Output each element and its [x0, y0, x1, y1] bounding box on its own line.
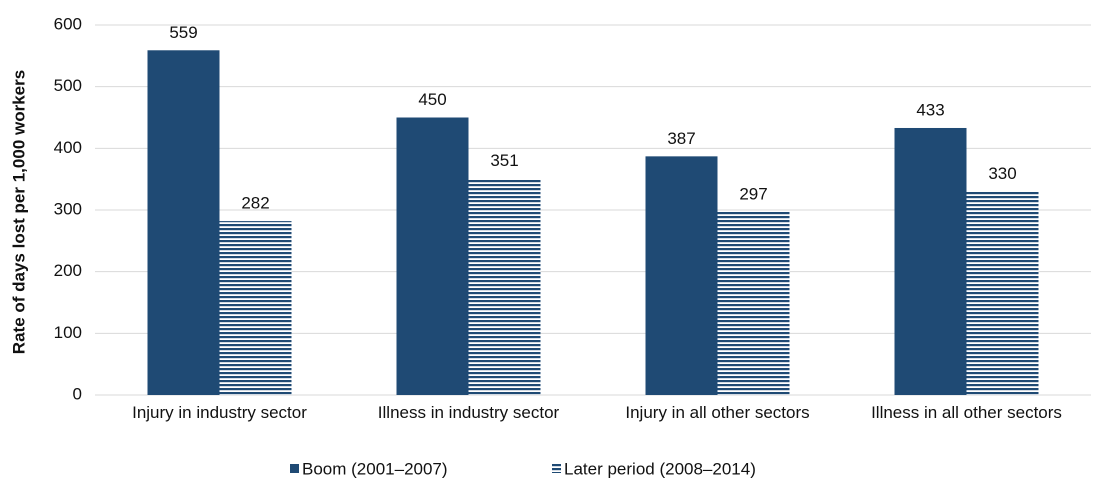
y-tick-label: 300: [54, 199, 82, 218]
x-tick-label: Illness in industry sector: [377, 403, 560, 422]
y-tick-label: 0: [73, 384, 82, 403]
bar: [966, 191, 1039, 395]
data-label: 387: [667, 129, 695, 148]
y-tick-label: 600: [54, 14, 82, 33]
bar: [645, 156, 718, 395]
bar: [468, 178, 541, 395]
x-tick-label: Illness in all other sectors: [871, 403, 1062, 422]
data-label: 330: [988, 164, 1016, 183]
data-label: 450: [418, 90, 446, 109]
y-tick-label: 500: [54, 76, 82, 95]
legend-swatch: [290, 464, 299, 473]
bar: [396, 117, 469, 395]
data-label: 282: [241, 194, 269, 213]
data-label: 351: [490, 151, 518, 170]
x-tick-label: Injury in industry sector: [132, 403, 307, 422]
y-tick-label: 200: [54, 261, 82, 280]
bar: [717, 211, 790, 395]
legend-swatch: [552, 464, 561, 473]
x-tick-label: Injury in all other sectors: [625, 403, 810, 422]
y-tick-label: 400: [54, 138, 82, 157]
legend-label: Later period (2008–2014): [564, 459, 756, 478]
data-label: 297: [739, 184, 767, 203]
bar: [894, 127, 967, 395]
bar: [219, 221, 292, 395]
y-tick-label: 100: [54, 323, 82, 342]
data-label: 559: [169, 23, 197, 42]
y-axis-label: Rate of days lost per 1,000 workers: [9, 70, 28, 354]
bar: [147, 50, 220, 396]
data-label: 433: [916, 100, 944, 119]
legend-label: Boom (2001–2007): [302, 459, 448, 478]
